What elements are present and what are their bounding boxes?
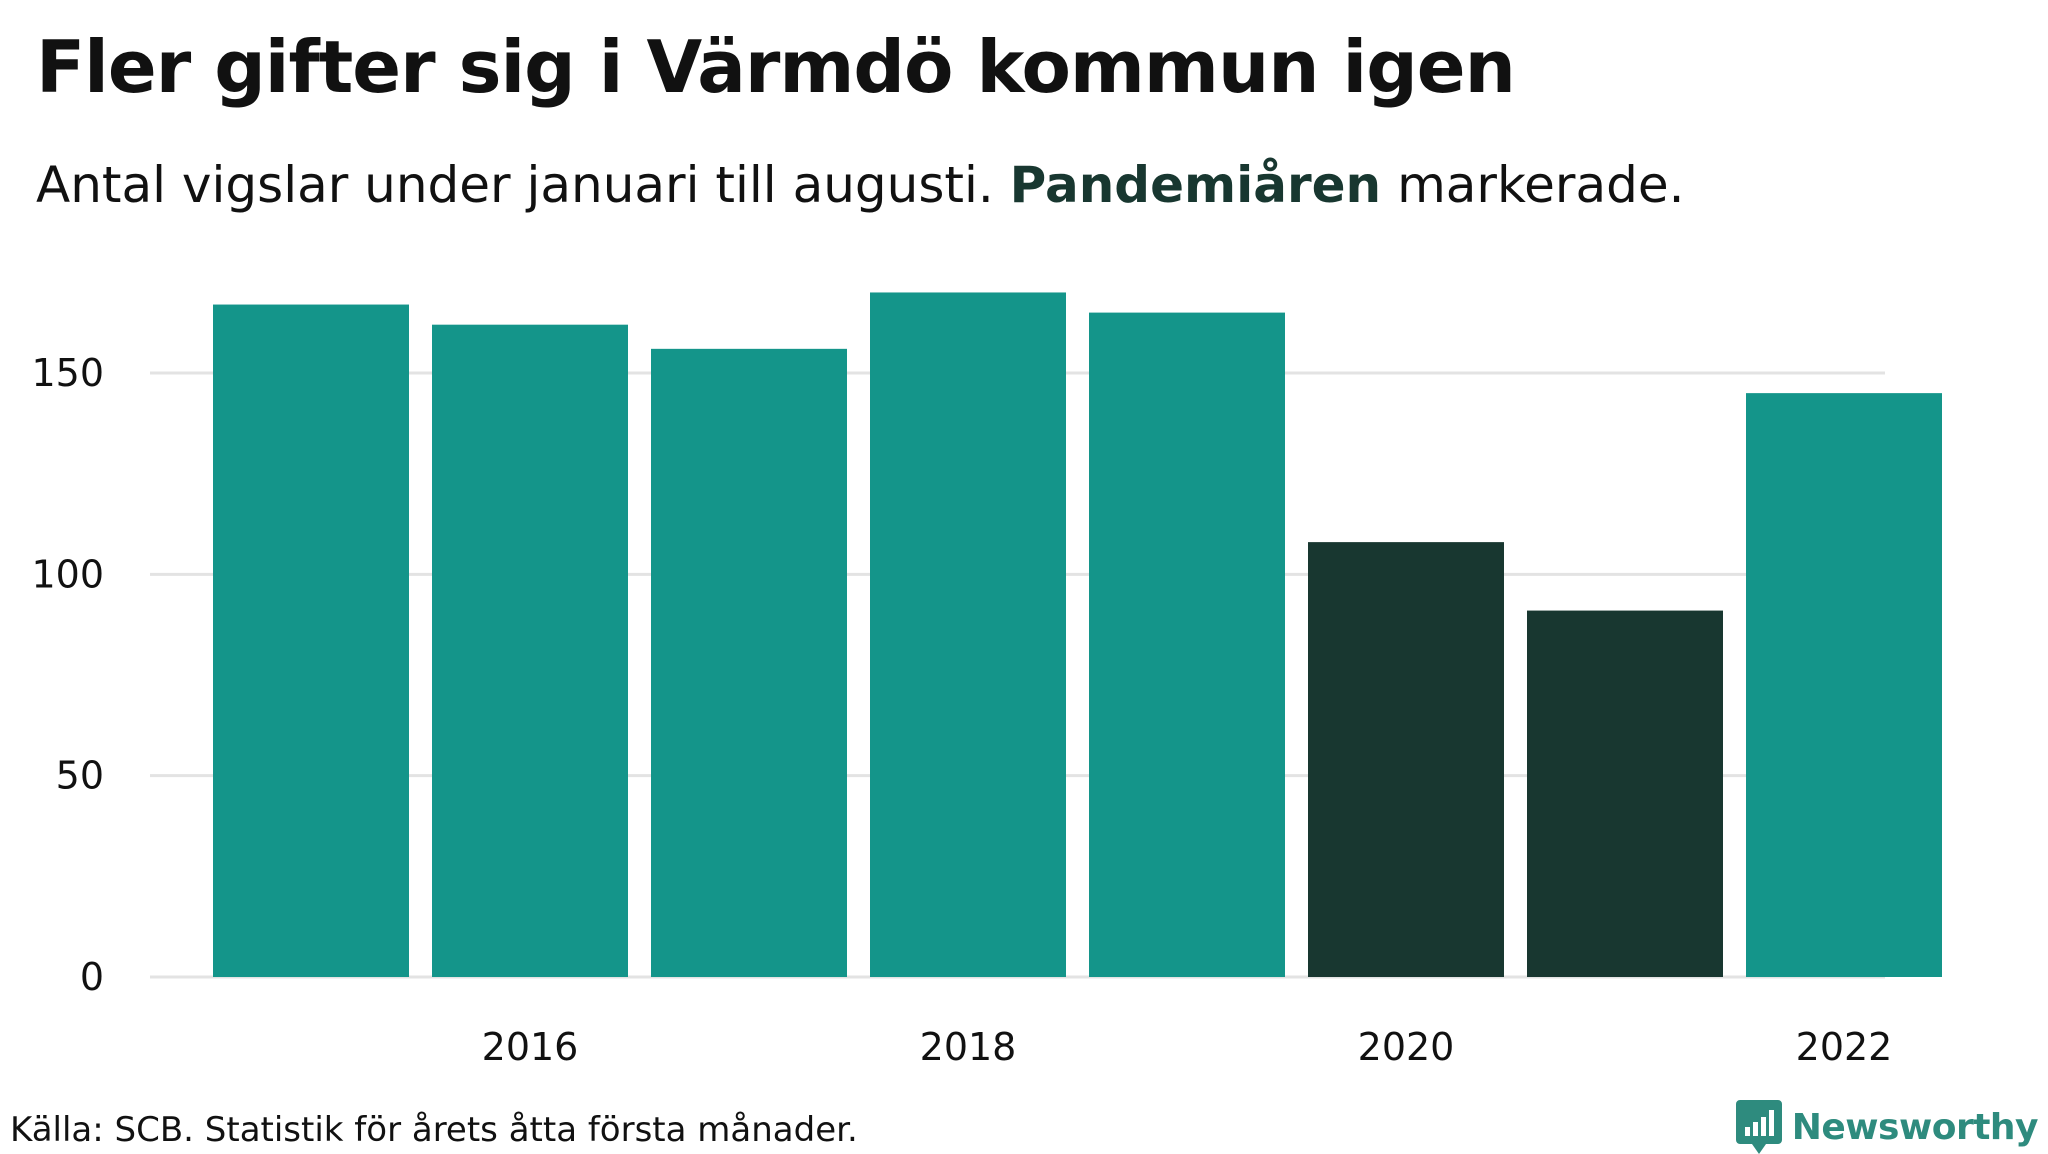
x-tick-label-2016: 2016 — [482, 1025, 579, 1069]
bar-2015 — [213, 304, 409, 978]
subtitle-highlight: Pandemiåren — [1009, 156, 1382, 214]
subtitle-text: Antal vigslar under januari till augusti… — [36, 156, 994, 214]
newsworthy-logo-icon — [1735, 1100, 1782, 1154]
brand-name: Newsworthy — [1791, 1106, 2039, 1148]
x-tick-label-2018: 2018 — [920, 1025, 1017, 1069]
bar-2017 — [651, 348, 847, 978]
x-tick-label-2020: 2020 — [1358, 1025, 1455, 1069]
bar-2018 — [870, 292, 1066, 977]
y-tick-label: 0 — [80, 955, 104, 999]
brand: Newsworthy — [1735, 1100, 2039, 1154]
x-axis: 2016 2018 2020 2022 — [482, 1025, 1893, 1069]
y-tick-label: 50 — [56, 754, 104, 798]
page-title: Fler gifter sig i Värmdö kommun igen — [36, 25, 1516, 109]
chart-subtitle: Antal vigslar under januari till augusti… — [36, 150, 1685, 220]
bar-2020 — [1308, 542, 1504, 977]
bar-chart: 0 50 100 150 2016 2018 2020 2022 — [31, 292, 1942, 1069]
bar-2022 — [1746, 393, 1942, 978]
y-axis: 0 50 100 150 — [31, 351, 104, 999]
source-note: Källa: SCB. Statistik för årets åtta för… — [10, 1110, 858, 1150]
bar-layer — [213, 292, 1942, 978]
bar-2019 — [1089, 312, 1285, 978]
bar-2016 — [432, 324, 628, 977]
bar-2021 — [1527, 610, 1723, 977]
subtitle-text-end: markerade. — [1397, 156, 1685, 214]
y-tick-label: 100 — [31, 552, 104, 596]
x-tick-label-2022: 2022 — [1796, 1025, 1893, 1069]
y-tick-label: 150 — [31, 351, 104, 395]
